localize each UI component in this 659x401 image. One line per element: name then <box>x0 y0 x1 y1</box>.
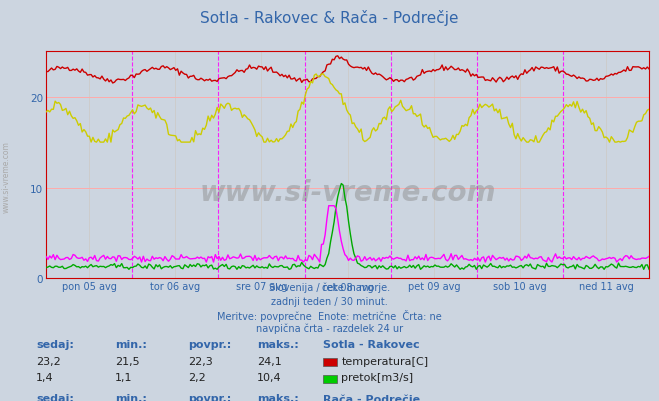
Text: 10,4: 10,4 <box>257 373 281 383</box>
Text: www.si-vreme.com: www.si-vreme.com <box>2 141 11 212</box>
Text: navpična črta - razdelek 24 ur: navpična črta - razdelek 24 ur <box>256 322 403 333</box>
Text: 22,3: 22,3 <box>188 356 213 366</box>
Text: zadnji teden / 30 minut.: zadnji teden / 30 minut. <box>271 296 388 306</box>
Text: min.:: min.: <box>115 393 147 401</box>
Text: 2,2: 2,2 <box>188 373 206 383</box>
Text: sedaj:: sedaj: <box>36 339 74 349</box>
Text: 1,4: 1,4 <box>36 373 54 383</box>
Text: Sotla - Rakovec & Rača - Podrečje: Sotla - Rakovec & Rača - Podrečje <box>200 10 459 26</box>
Text: Sotla - Rakovec: Sotla - Rakovec <box>323 339 420 349</box>
Text: www.si-vreme.com: www.si-vreme.com <box>200 178 496 207</box>
Text: min.:: min.: <box>115 339 147 349</box>
Text: Slovenija / reke in morje.: Slovenija / reke in morje. <box>269 283 390 293</box>
Text: temperatura[C]: temperatura[C] <box>341 356 428 366</box>
Text: povpr.:: povpr.: <box>188 339 231 349</box>
Text: sedaj:: sedaj: <box>36 393 74 401</box>
Text: maks.:: maks.: <box>257 393 299 401</box>
Text: Rača - Podrečje: Rača - Podrečje <box>323 393 420 401</box>
Text: povpr.:: povpr.: <box>188 393 231 401</box>
Text: Meritve: povprečne  Enote: metrične  Črta: ne: Meritve: povprečne Enote: metrične Črta:… <box>217 309 442 321</box>
Text: 24,1: 24,1 <box>257 356 282 366</box>
Text: 21,5: 21,5 <box>115 356 140 366</box>
Text: 1,1: 1,1 <box>115 373 133 383</box>
Text: 23,2: 23,2 <box>36 356 61 366</box>
Text: maks.:: maks.: <box>257 339 299 349</box>
Text: pretok[m3/s]: pretok[m3/s] <box>341 373 413 383</box>
